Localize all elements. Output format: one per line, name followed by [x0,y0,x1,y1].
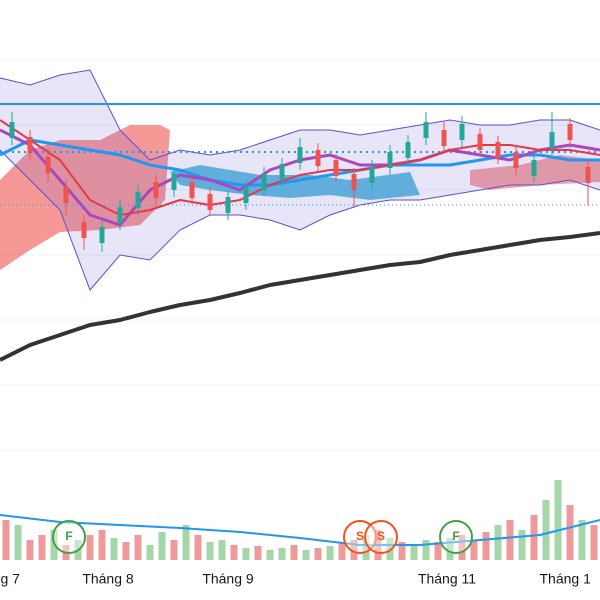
event-marker [439,520,473,554]
candle-body [81,222,87,238]
volume-bar [170,540,178,560]
volume-bar [542,500,550,560]
volume-bar [494,525,502,560]
volume-bar [470,540,478,560]
candle-body [297,147,303,163]
candle-body [63,187,69,203]
candle-body [495,142,501,158]
candle-body [459,124,465,140]
volume-bar [314,548,322,560]
candle-body [9,122,15,138]
cloud-cyan [170,165,420,200]
volume-bar [386,538,394,560]
volume-bar [566,505,574,560]
candle-body [351,174,357,190]
volume-bar [590,525,598,560]
volume-bar [434,542,442,560]
volume-bar [158,532,166,560]
volume-bar [218,540,226,560]
band-upper [0,69,600,161]
band-lower [0,149,600,291]
candle-body [531,160,537,176]
volume-bar [326,546,334,560]
volume-bar [302,550,310,560]
candle-body [225,197,231,213]
candle-body [279,164,285,180]
event-label: F [452,529,459,543]
x-tick-label: Tháng 8 [82,571,134,587]
volume-bar [122,542,130,560]
volume-bar [206,542,214,560]
candle-body [387,152,393,168]
volume-bar [266,550,274,560]
candle-body [27,137,33,153]
volume-bar [38,535,46,560]
candle-body [117,207,123,223]
volume-bar [362,535,370,560]
moving-average [0,231,600,362]
volume-bar [578,520,586,560]
volume-bar [350,540,358,560]
candle-body [549,132,555,148]
candle-body [261,174,267,190]
volume-bar [338,542,346,560]
volume-bar [290,545,298,560]
volume-bar [194,535,202,560]
volume-bar [110,538,118,560]
x-tick-label: Tháng 1 [540,571,592,587]
event-label: S [356,529,364,543]
x-tick-label: Tháng 11 [418,571,476,587]
event-label: F [65,529,72,543]
volume-bar [482,532,490,560]
candle-body [99,227,105,243]
volume-bar [398,542,406,560]
volume-bar [98,530,106,560]
volume-bar [410,545,418,560]
candle-body [45,157,51,173]
volume-ma [0,514,600,546]
candle-body [153,182,159,198]
candle-body [207,194,213,210]
volume-bar [278,548,286,560]
volume-bar [14,525,22,560]
candle-body [135,192,141,208]
volume-bar [86,535,94,560]
volume-bar [422,540,430,560]
candle-body [513,152,519,168]
candle-body [567,124,573,140]
candle-body [405,142,411,158]
volume-bar [242,548,250,560]
volume-bar [182,525,190,560]
volume-bar [134,535,142,560]
event-label: S [377,529,385,543]
candle-body [477,134,483,150]
volume-bar [554,480,562,560]
volume-bar [2,520,10,560]
candle-body [585,167,591,183]
candle-body [171,174,177,190]
candle-body [441,130,447,146]
event-marker [364,520,398,554]
candle-body [423,122,429,138]
candle-body [369,167,375,183]
x-tick-label: g 7 [0,571,20,587]
volume-bar [530,515,538,560]
volume-bar [446,538,454,560]
event-marker [52,520,86,554]
volume-bar [506,520,514,560]
volume-bar [26,540,34,560]
x-tick-label: Tháng 9 [202,571,254,587]
volume-bar [458,535,466,560]
volume-bar [518,530,526,560]
candle-body [189,182,195,198]
volume-bar [254,546,262,560]
candle-body [315,150,321,166]
candle-body [243,187,249,203]
candle-body [333,160,339,176]
volume-bar [146,545,154,560]
volume-bar [230,545,238,560]
